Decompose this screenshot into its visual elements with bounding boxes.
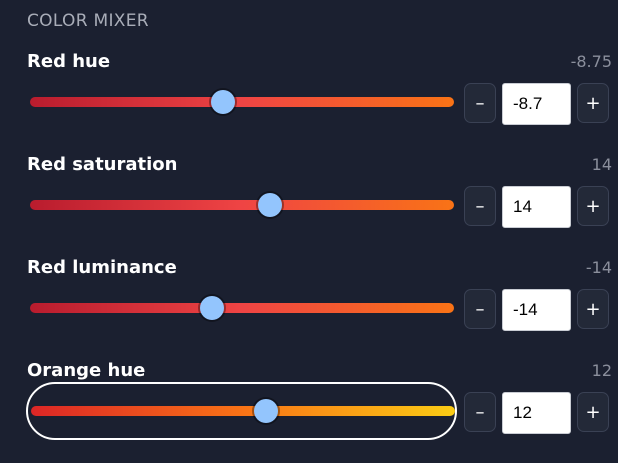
red-hue-slider[interactable] (27, 73, 457, 131)
value-input[interactable] (502, 289, 571, 331)
slider-track[interactable] (30, 200, 454, 210)
section-title: COLOR MIXER (27, 11, 149, 31)
row-value-readout: -14 (585, 258, 612, 277)
increment-button[interactable]: + (577, 83, 609, 123)
row-orange-hue: Orange hue 12 – + (0, 360, 618, 463)
slider-track[interactable] (31, 406, 455, 416)
slider-track[interactable] (30, 97, 454, 107)
increment-button[interactable]: + (577, 392, 609, 432)
slider-track[interactable] (30, 303, 454, 313)
row-label: Red luminance (27, 257, 177, 278)
value-input[interactable] (502, 392, 571, 434)
decrement-button[interactable]: – (464, 392, 496, 432)
row-red-luminance: Red luminance -14 – + (0, 257, 618, 360)
decrement-button[interactable]: – (464, 289, 496, 329)
row-red-saturation: Red saturation 14 – + (0, 154, 618, 257)
increment-button[interactable]: + (577, 186, 609, 226)
orange-hue-slider[interactable] (26, 382, 457, 440)
increment-button[interactable]: + (577, 289, 609, 329)
row-value-readout: 12 (591, 361, 612, 380)
row-value-readout: -8.75 (570, 52, 612, 71)
slider-thumb[interactable] (257, 193, 282, 217)
value-input[interactable] (502, 186, 571, 228)
row-red-hue: Red hue -8.75 – + (0, 51, 618, 154)
row-label: Red saturation (27, 154, 178, 175)
slider-thumb[interactable] (200, 296, 225, 320)
value-input[interactable] (502, 83, 571, 125)
decrement-button[interactable]: – (464, 186, 496, 226)
slider-thumb[interactable] (210, 90, 235, 114)
slider-thumb[interactable] (254, 399, 279, 423)
decrement-button[interactable]: – (464, 83, 496, 123)
red-saturation-slider[interactable] (27, 176, 457, 234)
row-label: Red hue (27, 51, 111, 72)
row-value-readout: 14 (591, 155, 612, 174)
red-luminance-slider[interactable] (27, 279, 457, 337)
row-label: Orange hue (27, 360, 146, 381)
